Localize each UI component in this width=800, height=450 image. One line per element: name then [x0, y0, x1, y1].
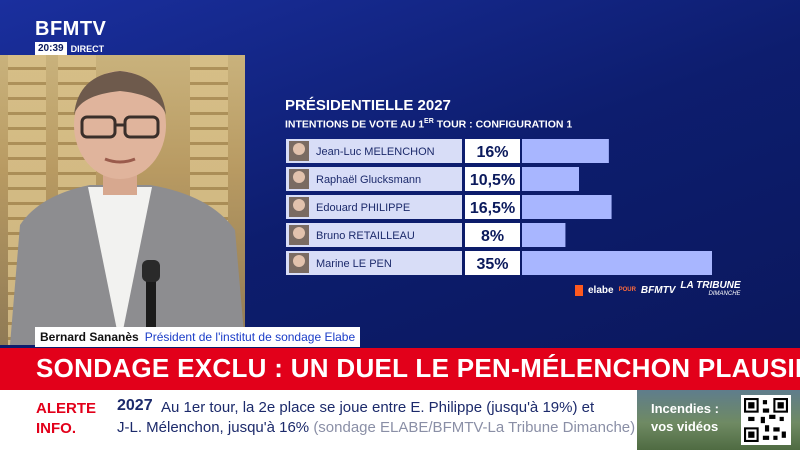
bar — [522, 251, 712, 275]
value-label-bg — [465, 251, 520, 275]
value-label-bg — [465, 139, 520, 163]
category-label-bg — [286, 195, 462, 219]
guest-name: Bernard Sananès — [40, 330, 139, 344]
value-label-bg — [465, 167, 520, 191]
value-label: 10,5% — [470, 172, 515, 189]
channel-logo: BFMTV 20:39 DIRECT — [35, 18, 115, 55]
presenter-image — [10, 71, 245, 345]
category-label: Raphaël Glucksmann — [316, 174, 421, 186]
chart-title: PRÉSIDENTIELLE 2027 — [285, 97, 451, 114]
elabe-logo-text: elabe — [588, 284, 614, 296]
ticker-line-1: Au 1er tour, la 2e place se joue entre E… — [161, 399, 595, 416]
category-label: Bruno RETAILLEAU — [316, 230, 415, 242]
value-label: 8% — [481, 228, 504, 245]
category-label: Marine LE PEN — [316, 258, 392, 270]
category-label-bg — [286, 251, 462, 275]
bar — [522, 139, 609, 163]
category-label: Jean-Luc MELENCHON — [316, 146, 435, 158]
promo-subtitle: vos vidéos — [651, 419, 719, 434]
candidate-face-icon — [293, 171, 305, 183]
candidate-face-icon — [293, 199, 305, 211]
value-label-bg — [465, 195, 520, 219]
value-label: 16,5% — [470, 200, 515, 217]
category-label: Edouard PHILIPPE — [316, 202, 410, 214]
clock: 20:39 — [35, 42, 67, 55]
bar — [522, 223, 566, 247]
category-label-bg — [286, 139, 462, 163]
studio-video — [0, 55, 245, 345]
news-ticker — [0, 390, 637, 450]
category-label-bg — [286, 223, 462, 247]
ticker-line-2: J-L. Mélenchon, jusqu'à 16% (sondage ELA… — [117, 419, 636, 436]
bar — [522, 167, 579, 191]
value-label-bg — [465, 223, 520, 247]
value-label: 35% — [476, 256, 508, 273]
category-label-bg — [286, 167, 462, 191]
headline-bar — [0, 348, 800, 390]
alert-label: ALERTE INFO. — [36, 400, 96, 437]
la-tribune-logo: LA TRIBUNE DIMANCHE — [680, 280, 741, 298]
bfmtv-partner-logo: BFMTV — [640, 284, 676, 296]
candidate-face-icon — [293, 255, 305, 267]
channel-logo-text: BFMTV — [35, 18, 107, 40]
elabe-logo-icon — [575, 284, 583, 296]
bar — [522, 195, 612, 219]
ticker-year: 2027 — [117, 397, 153, 414]
headline-text: SONDAGE EXCLU : UN DUEL LE PEN-MÉLENCHON… — [36, 353, 800, 383]
qr-code-icon — [741, 395, 791, 445]
candidate-face-icon — [293, 143, 305, 155]
value-label: 16% — [476, 144, 508, 161]
partner-logos: elabe POUR BFMTV LA TRIBUNE DIMANCHE — [575, 280, 741, 298]
guest-role: Président de l'institut de sondage Elabe — [144, 330, 356, 344]
candidate-face-icon — [293, 227, 305, 239]
pour-label: POUR — [618, 287, 636, 293]
promo-title: Incendies : — [651, 401, 719, 416]
guest-name-bar: Bernard Sananès Président de l'institut … — [35, 327, 361, 347]
chart-subtitle: INTENTIONS DE VOTE AU 1ER TOUR : CONFIGU… — [285, 118, 573, 131]
live-label: DIRECT — [70, 43, 105, 54]
